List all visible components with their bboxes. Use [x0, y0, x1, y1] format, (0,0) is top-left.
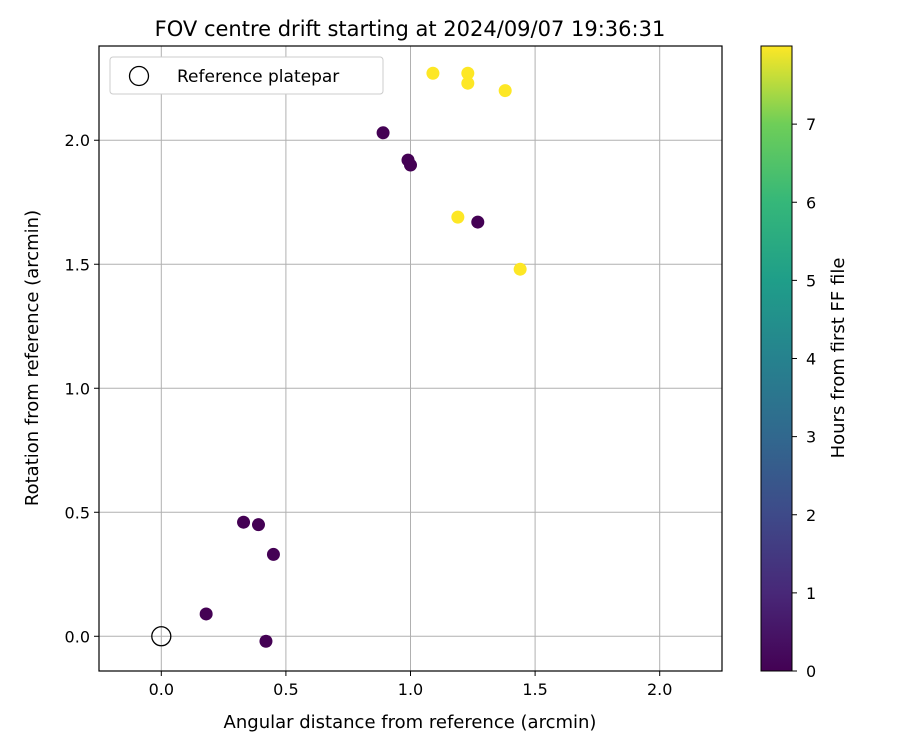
x-tick-label: 0.0	[149, 680, 174, 699]
colorbar-ticks: 0 1 2 3 4 5 6 7	[792, 115, 816, 681]
reference-marker-group	[151, 626, 172, 647]
data-point	[237, 515, 251, 529]
legend-entry: Reference platepar	[177, 67, 339, 87]
legend-box	[109, 56, 384, 95]
colorbar-tick-label: 3	[806, 428, 816, 447]
colorbar-tick-label: 7	[806, 115, 816, 134]
colorbar-tick-label: 1	[806, 584, 816, 603]
y-tick-label: 1.5	[65, 255, 90, 274]
x-tick-label: 0.5	[273, 680, 298, 699]
data-point	[199, 607, 213, 621]
data-point	[513, 262, 527, 276]
data-points	[199, 66, 527, 648]
data-point	[498, 84, 512, 98]
x-axis-ticks: 0.0 0.5 1.0 1.5 2.0	[149, 671, 672, 699]
chart-title: FOV centre drift starting at 2024/09/07 …	[155, 17, 666, 41]
colorbar-tick-label: 4	[806, 350, 816, 369]
x-tick-label: 1.0	[398, 680, 423, 699]
legend: Reference platepar	[109, 56, 384, 95]
colorbar: 0 1 2 3 4 5 6 7 Hours from first FF file	[760, 45, 849, 681]
y-tick-label: 1.0	[65, 379, 90, 398]
data-point	[251, 518, 265, 532]
data-point	[471, 215, 485, 229]
legend-marker	[128, 65, 150, 87]
y-axis-ticks: 0.0 0.5 1.0 1.5 2.0	[65, 131, 99, 646]
data-point	[266, 547, 280, 561]
data-point	[461, 66, 475, 80]
colorbar-tick-label: 0	[806, 662, 816, 681]
x-axis-label: Angular distance from reference (arcmin)	[224, 712, 597, 733]
data-point	[376, 126, 390, 140]
data-point	[404, 158, 417, 172]
y-axis-label: Rotation from reference (arcmin)	[22, 210, 43, 506]
colorbar-gradient	[760, 45, 793, 672]
colorbar-tick-label: 2	[806, 506, 816, 525]
data-point	[461, 76, 475, 90]
colorbar-label: Hours from first FF file	[828, 258, 849, 459]
data-point	[259, 634, 273, 648]
reference-marker	[151, 626, 172, 647]
data-point	[426, 66, 440, 80]
x-tick-label: 2.0	[647, 680, 672, 699]
y-tick-label: 0.0	[65, 627, 90, 646]
data-point	[451, 210, 465, 224]
colorbar-tick-label: 6	[806, 193, 816, 212]
y-tick-label: 0.5	[65, 503, 90, 522]
colorbar-tick-label: 5	[806, 271, 816, 290]
x-tick-label: 1.5	[522, 680, 547, 699]
grid-lines	[99, 46, 722, 671]
y-tick-label: 2.0	[65, 131, 90, 150]
